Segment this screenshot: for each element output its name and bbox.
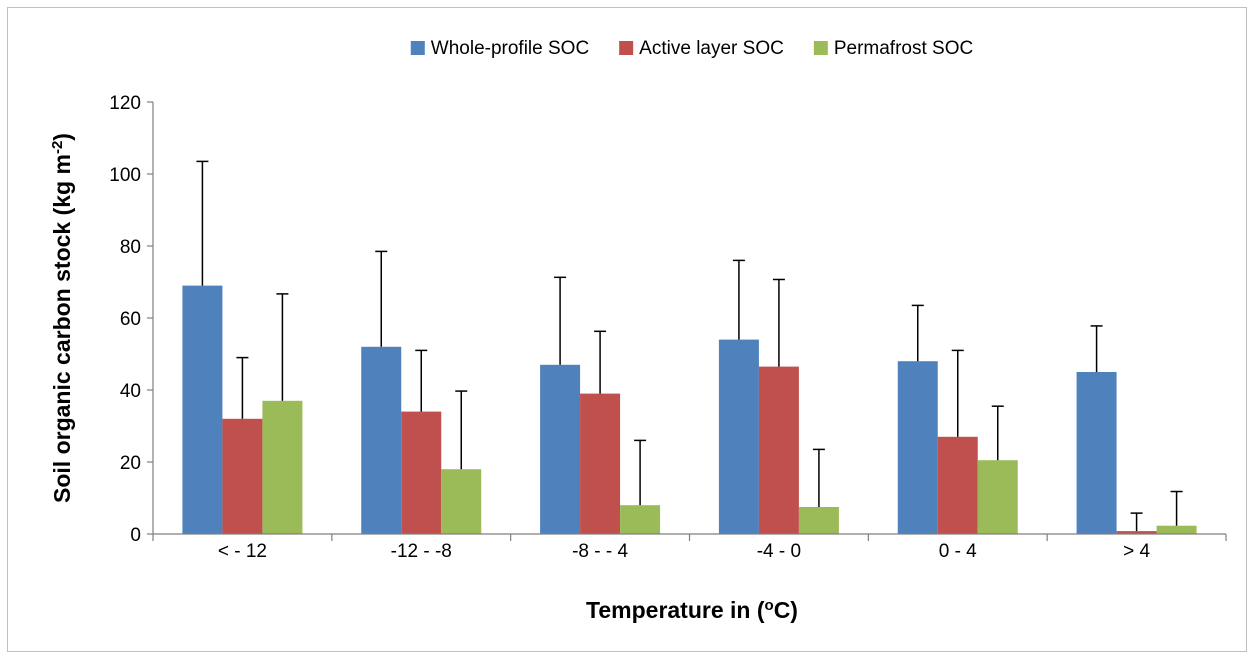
y-axis-title-sup: -2 [49, 141, 66, 154]
bar-1-3 [758, 366, 799, 534]
bar-0-2 [540, 364, 581, 534]
y-axis-title-tail: ) [49, 133, 75, 141]
x-axis: < - 12 -12 - -8 -8 - - 4 -4 - 0 0 - 4 > 4 [152, 533, 1227, 562]
bar-2-4 [977, 460, 1018, 534]
bar-2-3 [798, 507, 839, 534]
y-tick-label-0: 0 [130, 525, 141, 546]
x-axis-title-main: Temperature in ( [586, 597, 765, 623]
y-tick-label-5: 100 [109, 165, 141, 186]
y-tick-label-1: 20 [120, 453, 141, 474]
y-axis-title-main: Soil organic carbon stock (kg m [49, 154, 75, 503]
bar-2-2 [620, 505, 661, 534]
chart-frame [7, 7, 1247, 652]
legend-label-0: Whole-profile SOC [431, 38, 589, 59]
legend: Whole-profile SOC Active layer SOC Permafr… [410, 38, 973, 59]
bar-2-1 [441, 469, 482, 534]
x-tick-label-1: -12 - -8 [391, 541, 452, 562]
legend-swatch-0 [410, 41, 425, 55]
y-tick-label-6: 120 [109, 93, 141, 114]
x-tick-label-3: -4 - 0 [757, 541, 801, 562]
bar-2-0 [262, 400, 303, 534]
bar-1-4 [937, 436, 978, 534]
y-axis: 0 20 40 60 80 100 120 [109, 93, 154, 546]
y-tick-label-4: 80 [120, 237, 141, 258]
x-axis-title: Temperature in (oC) [586, 597, 798, 624]
x-tick-label-0: < - 12 [218, 541, 267, 562]
x-tick-label-2: -8 - - 4 [572, 541, 628, 562]
bar-0-3 [718, 339, 759, 534]
bar-1-2 [580, 393, 621, 534]
bar-1-0 [222, 418, 263, 534]
x-axis-title-tail: C) [774, 597, 798, 623]
bar-0-0 [182, 285, 223, 534]
legend-swatch-2 [813, 41, 828, 55]
x-axis-title-sup: o [765, 597, 774, 614]
bar-1-5 [1116, 531, 1157, 534]
bar-0-1 [361, 346, 402, 534]
x-tick-label-4: 0 - 4 [939, 541, 977, 562]
bar-0-4 [897, 361, 938, 534]
bar-1-1 [401, 411, 442, 534]
x-tick-label-5: > 4 [1123, 541, 1150, 562]
y-tick-label-2: 40 [120, 381, 141, 402]
bar-2-5 [1156, 525, 1197, 534]
legend-label-1: Active layer SOC [639, 38, 784, 59]
bar-0-5 [1076, 372, 1117, 534]
y-tick-label-3: 60 [120, 309, 141, 330]
legend-label-2: Permafrost SOC [834, 38, 973, 59]
y-axis-title: Soil organic carbon stock (kg m-2) [49, 133, 76, 503]
plot-area [182, 160, 1197, 534]
legend-swatch-1 [619, 41, 634, 55]
